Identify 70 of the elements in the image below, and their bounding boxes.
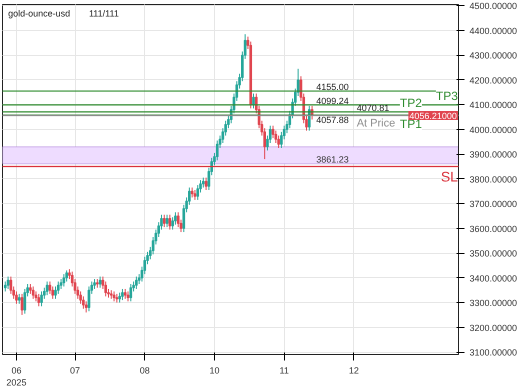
x-tick-label: 06 2025 — [6, 366, 26, 388]
x-tick-label: 11 — [280, 366, 289, 376]
annotation: 4056.21000 — [409, 111, 457, 122]
ref-line-label: 4099.24 — [316, 96, 349, 106]
candlestick — [162, 214, 166, 228]
annotation: TP3 — [436, 88, 458, 103]
y-tick-label: 4300.00000 — [470, 50, 518, 61]
y-tick-label: 3100.00000 — [470, 348, 518, 358]
text: gold-ounce-usd — [8, 8, 70, 18]
candlestick — [194, 190, 196, 200]
y-tick-label: 3800.00000 — [470, 174, 518, 184]
candlestick — [20, 293, 24, 316]
candlestick — [112, 290, 116, 302]
y-tick-label: 3200.00000 — [470, 322, 518, 333]
x-tick-label: 08 — [140, 366, 150, 376]
candlestick — [62, 274, 66, 287]
candlestick — [174, 212, 177, 226]
candlestick — [126, 290, 130, 302]
candlestick — [65, 270, 68, 282]
ref-line-label: 4057.88 — [316, 115, 349, 126]
y-tick-label: 3700.00000 — [470, 199, 518, 210]
candlestick — [54, 286, 57, 300]
ref-line-label: 4155.00 — [316, 82, 349, 92]
x-tick-label: 12 — [348, 366, 359, 376]
y-tick-label: 4500.00000 — [470, 1, 518, 12]
candlestick — [121, 288, 124, 301]
ref-line-label: SL — [440, 168, 458, 185]
y-tick-label: 3600.00000 — [470, 224, 518, 234]
candlestick — [204, 177, 208, 191]
candlestick — [166, 214, 168, 228]
candlestick — [272, 125, 274, 139]
candlestick — [23, 288, 26, 314]
candlestick — [18, 293, 21, 304]
candlestick — [176, 212, 180, 228]
y-tick-label: 4000.00000 — [470, 124, 518, 135]
candlestick — [51, 286, 54, 300]
ref-line-label: 4070.81 — [356, 102, 390, 113]
candlestick — [135, 276, 138, 290]
x-tick-label: 10 — [209, 366, 220, 376]
candlestick — [6, 276, 10, 290]
band-label: 3861.23 — [316, 154, 349, 165]
y-tick-label: 3500.00000 — [470, 248, 518, 259]
candlestick — [129, 284, 132, 302]
annotation: 111/111 — [88, 8, 119, 18]
candlestick — [190, 187, 194, 198]
candlestick — [46, 281, 48, 296]
y-tick-label: 4100.00000 — [470, 100, 518, 110]
candlestick — [98, 276, 102, 288]
candlestick — [15, 290, 18, 304]
candlestick — [124, 288, 127, 300]
candlestick — [37, 293, 40, 307]
annotation: TP2 — [400, 96, 422, 110]
candlestick — [88, 286, 90, 312]
ref-line-label: At Price — [356, 118, 396, 130]
candlestick — [79, 290, 82, 304]
y-tick-label: 3400.00000 — [470, 273, 518, 284]
y-tick-label: 3300.00000 — [470, 298, 518, 308]
candlestick — [168, 214, 172, 230]
y-tick-label: 4400.00000 — [470, 26, 518, 36]
candlestick — [82, 296, 85, 310]
y-tick-label: 4200.00000 — [470, 75, 518, 86]
x-tick-label: 07 — [70, 366, 80, 376]
candlestick — [171, 216, 174, 230]
candlestick — [118, 292, 121, 304]
candlestick — [202, 177, 205, 188]
candlestick — [252, 93, 255, 109]
candlestick — [32, 286, 35, 300]
candlestick — [84, 300, 88, 313]
candlestick — [40, 290, 43, 307]
y-tick-label: 3900.00000 — [470, 150, 518, 160]
